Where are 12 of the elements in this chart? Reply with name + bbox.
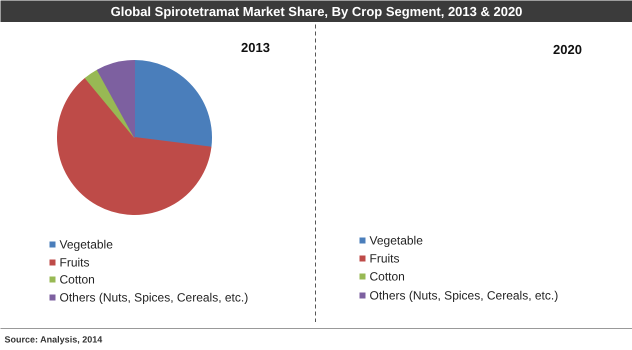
legend-label: Cotton: [60, 272, 95, 286]
source-note: Source: Analysis, 2014: [4, 334, 102, 344]
text: Global Spirotetramat Market Share, By Crop Segment, 2013 & 2020: [110, 4, 522, 19]
legend-label: Others (Nuts, Spices, Cereals, etc.): [60, 290, 248, 304]
category-label: Vegetable: [370, 234, 424, 248]
category-label: Others (Nuts, Spices, Cereals, etc.): [370, 288, 558, 302]
text: 2020: [553, 42, 582, 57]
category-label: Fruits: [370, 252, 400, 266]
legend-label: Fruits: [60, 256, 90, 270]
category-label: Cotton: [370, 270, 405, 284]
legend-label: Vegetable: [60, 238, 114, 252]
chart-subtitle: 2013: [241, 40, 270, 55]
